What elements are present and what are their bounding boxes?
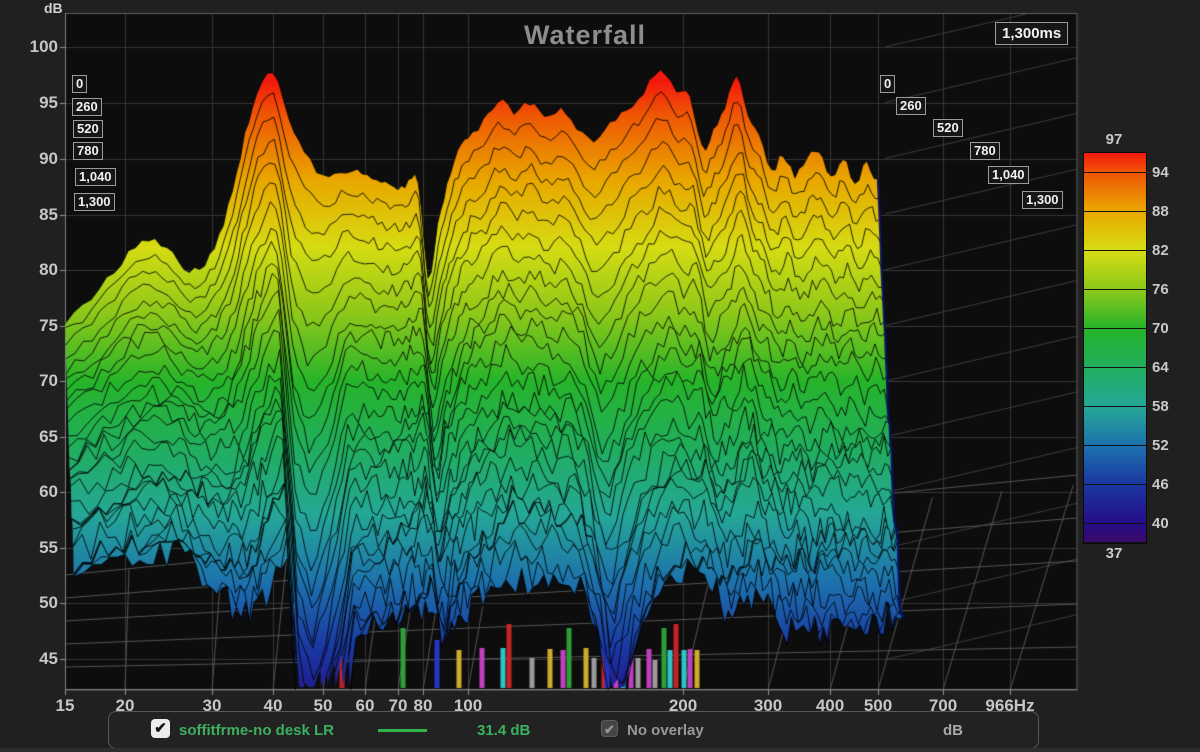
time-range-badge[interactable]: 1,300ms [995,22,1069,45]
x-tick-label: 200 [668,696,698,715]
colorbar-tick-label: 88 [1152,202,1169,220]
y-tick-label: 90 [39,149,58,168]
colorbar-bottom-label: 37 [1105,545,1123,562]
y-tick-label: 75 [39,316,58,335]
colorbar-segment [1084,328,1146,368]
colorbar-segment [1084,406,1146,446]
time-label-left: 0 [72,75,88,93]
colorbar-segment [1084,523,1146,543]
colorbar-tick-label: 58 [1152,397,1169,415]
time-label-left: 520 [73,120,103,138]
time-label-right: 1,300 [1022,191,1063,209]
y-tick-label: 95 [39,93,58,112]
trace-line-swatch [378,729,427,732]
legend-unit-label: dB [943,722,963,739]
colorbar-segment [1084,250,1146,290]
y-tick-label: 80 [39,260,58,279]
x-tick-label: 966Hz [985,696,1035,715]
time-label-left: 1,300 [74,193,115,211]
y-tick-label: 50 [39,593,58,612]
x-tick-label: 80 [413,696,433,715]
time-label-right: 0 [880,75,896,93]
time-label-right: 1,040 [988,166,1029,184]
legend-bar[interactable] [108,711,1039,749]
x-tick-label: 30 [202,696,222,715]
colorbar-tick-label: 46 [1152,475,1169,493]
colorbar-segment [1084,153,1146,173]
y-axis-unit-label: dB [44,0,63,16]
colorbar-tick-label: 52 [1152,436,1169,454]
x-tick-label: 400 [815,696,845,715]
trace-value: 31.4 dB [477,722,531,739]
colorbar-tick-label: 64 [1152,358,1169,376]
x-tick-label: 300 [753,696,783,715]
x-tick-label: 700 [928,696,958,715]
colorbar-segment [1084,211,1146,251]
colorbar-tick-label: 40 [1152,514,1169,532]
y-tick-label: 45 [39,649,58,668]
x-tick-label: 70 [388,696,408,715]
colorbar-segment [1084,445,1146,485]
time-label-left: 1,040 [75,168,116,186]
x-tick-label: 500 [863,696,893,715]
x-tick-label: 15 [55,696,75,715]
y-tick-label: 60 [39,482,58,501]
colorbar-top-label: 97 [1105,131,1123,148]
x-tick-label: 100 [453,696,483,715]
overlay-checkbox[interactable]: ✔ [601,720,618,737]
colorbar-tick-label: 94 [1152,163,1169,181]
trace-checkbox[interactable]: ✔ [151,719,170,738]
x-tick-label: 20 [115,696,135,715]
colorbar-segment [1084,484,1146,524]
x-tick-label: 50 [313,696,333,715]
time-label-right: 780 [970,142,1000,160]
y-tick-label: 85 [39,205,58,224]
colorbar-tick-label: 76 [1152,280,1169,298]
colorbar [1083,152,1147,544]
colorbar-tick-label: 82 [1152,241,1169,259]
colorbar-segment [1084,289,1146,329]
overlay-label[interactable]: No overlay [627,722,704,739]
y-tick-label: 70 [39,371,58,390]
colorbar-tick-label: 70 [1152,319,1169,337]
x-tick-label: 60 [355,696,375,715]
y-tick-label: 55 [39,538,58,557]
y-tick-label: 65 [39,427,58,446]
bottom-strip [0,748,1200,752]
time-label-left: 260 [72,98,102,116]
x-tick-label: 40 [263,696,283,715]
time-label-right: 260 [896,97,926,115]
graph-title: Waterfall [523,20,647,50]
colorbar-segment [1084,367,1146,407]
y-tick-label: 100 [29,37,58,56]
colorbar-segment [1084,172,1146,212]
time-label-right: 520 [933,119,963,137]
trace-label[interactable]: soffitfrme-no desk LR [179,722,335,739]
time-label-left: 780 [73,142,103,160]
